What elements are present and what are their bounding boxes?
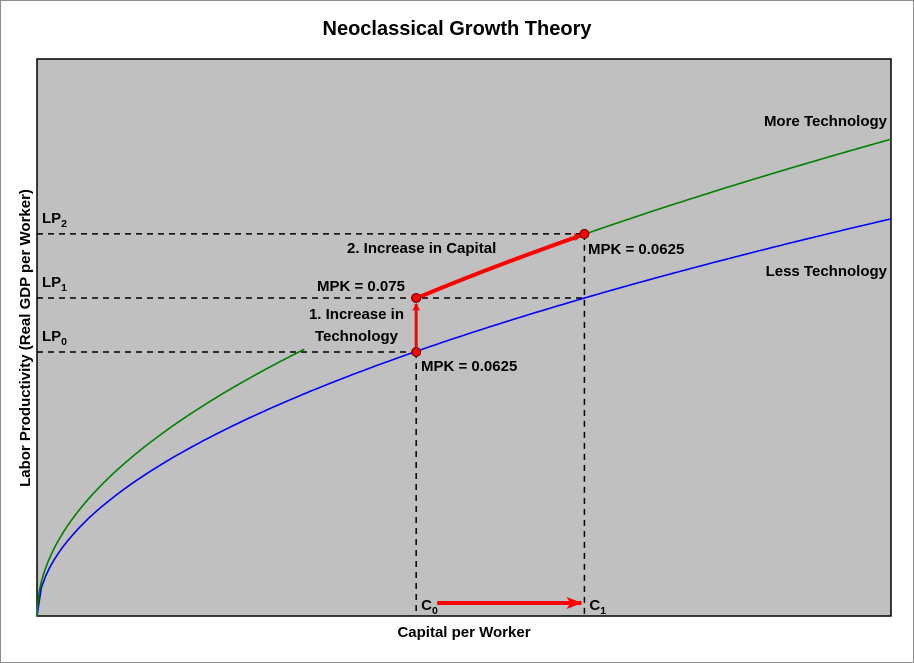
x-axis-label: Capital per Worker [397,624,530,641]
annotation-step1-line1: 1. Increase in [309,306,404,323]
lp0-label: LP0 [42,328,67,348]
point-label-mpk-1: MPK = 0.075 [317,278,405,295]
chart-title: Neoclassical Growth Theory [323,18,593,40]
series-line-more-technology-0 [36,348,305,617]
series-line-more-technology-1 [584,138,892,236]
point-label-mpk-2: MPK = 0.0625 [588,241,684,258]
annotation-step1-line2: Technology [315,328,399,345]
lp2-label: LP2 [42,210,67,230]
c1-label: C1 [589,597,606,617]
plot-area [36,58,892,617]
series-line-less-technology-0 [36,218,892,617]
lp1-label: LP1 [42,274,67,294]
equilibrium-point-2 [579,228,590,239]
point-label-mpk-0: MPK = 0.0625 [421,358,517,375]
annotation-step2: 2. Increase in Capital [347,240,496,257]
series-label-more-technology: More Technology [764,113,888,130]
y-axis-label: Labor Productivity (Real GDP per Worker) [17,189,34,487]
arrow-capital-increase [415,233,582,301]
c0-label: C0 [421,597,438,617]
equilibrium-point-1 [411,292,422,303]
equilibrium-point-0 [411,346,422,357]
series-label-less-technology: Less Technology [766,263,888,280]
